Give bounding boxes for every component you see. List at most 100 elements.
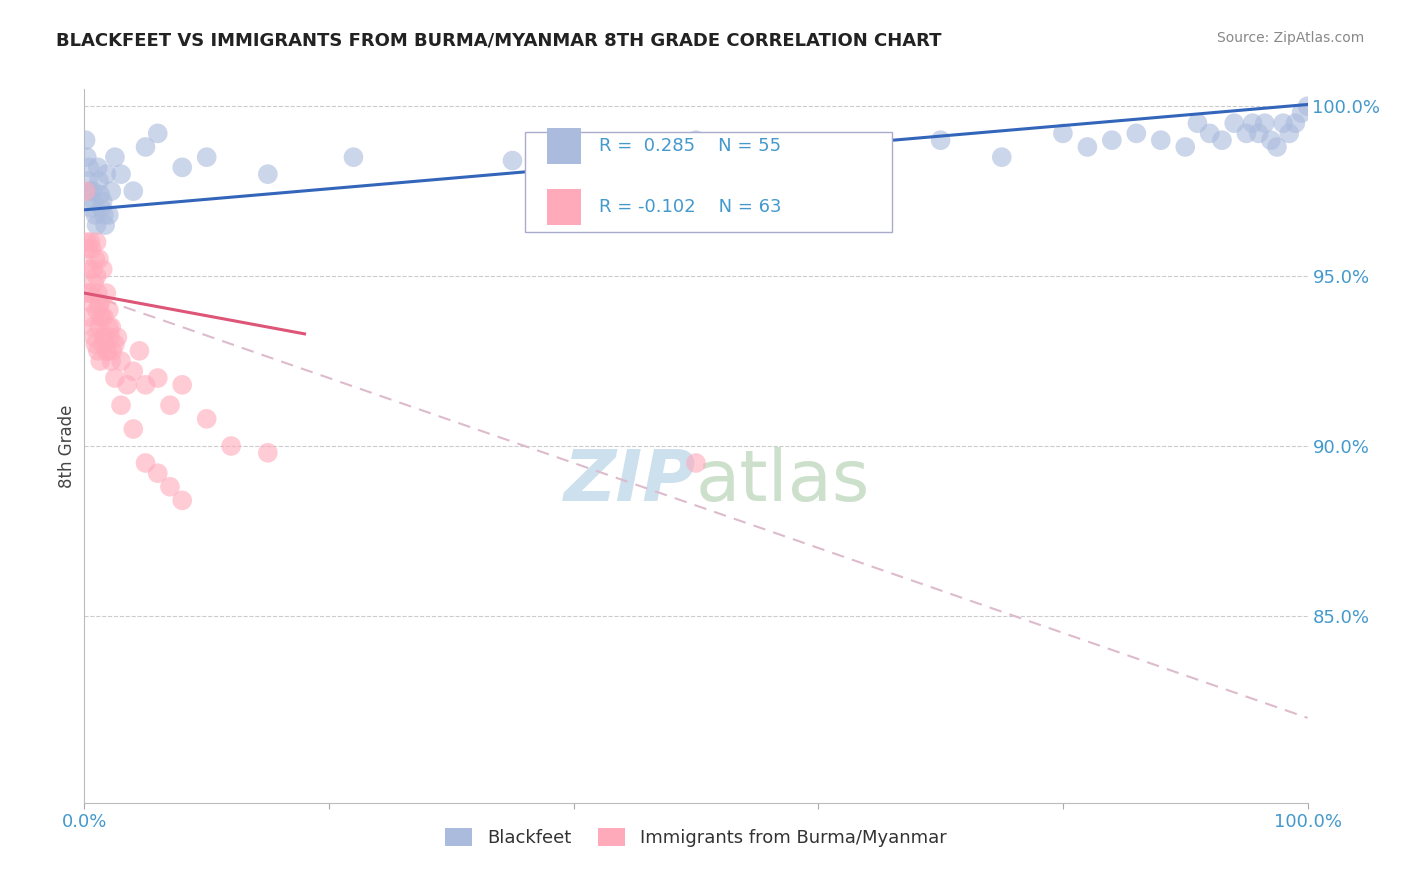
Point (75, 184, 97, 198)
Point (1223, 116, 1246, 130)
Point (77, 286, 100, 301)
Point (110, 398, 132, 412)
Point (1187, 116, 1209, 130)
Point (97, 303, 120, 318)
Point (1076, 140, 1098, 154)
Point (96, 167, 118, 181)
Point (685, 456, 707, 470)
Point (83, 276, 105, 290)
Text: atlas: atlas (696, 447, 870, 516)
Point (128, 343, 150, 358)
Point (1101, 133, 1123, 147)
Point (80, 296, 103, 310)
Point (89, 187, 111, 202)
Point (146, 371, 169, 385)
Point (1278, 127, 1301, 141)
Point (87, 320, 110, 334)
Point (91, 337, 114, 351)
Point (219, 439, 242, 453)
Point (1236, 127, 1258, 141)
Point (1150, 133, 1173, 147)
Point (94, 218, 117, 232)
Point (502, 153, 524, 168)
Point (122, 184, 145, 198)
Point (1265, 140, 1288, 154)
Point (84, 337, 107, 351)
Point (100, 320, 122, 334)
Point (84, 208, 107, 222)
Point (135, 140, 157, 154)
Point (90, 201, 112, 215)
Point (76, 235, 98, 249)
Point (83, 194, 105, 209)
FancyBboxPatch shape (547, 189, 581, 225)
Point (96, 343, 118, 358)
Point (1254, 116, 1277, 130)
Point (110, 167, 132, 181)
Point (84, 252, 107, 266)
Point (77, 242, 100, 256)
Point (159, 480, 181, 494)
Point (342, 150, 364, 164)
Point (1198, 127, 1220, 141)
Point (172, 493, 194, 508)
Point (75, 133, 97, 147)
Point (94, 330, 117, 344)
Point (104, 371, 127, 385)
Point (91, 194, 114, 209)
Point (1052, 127, 1074, 141)
Point (172, 377, 194, 392)
Point (101, 343, 124, 358)
Point (87, 343, 110, 358)
Point (91, 262, 114, 277)
Point (87, 252, 110, 266)
Point (135, 377, 157, 392)
Point (122, 364, 145, 378)
Point (97, 320, 120, 334)
Point (82, 262, 104, 277)
Point (100, 184, 122, 198)
Point (1174, 140, 1197, 154)
Point (929, 133, 952, 147)
Point (90, 310, 112, 324)
Point (122, 422, 145, 436)
Point (79, 184, 101, 198)
Point (77, 174, 100, 188)
Point (100, 354, 122, 368)
Point (1241, 116, 1264, 130)
Point (86, 269, 108, 284)
Point (97, 208, 120, 222)
Point (96, 286, 118, 301)
Point (93, 310, 115, 324)
Point (135, 456, 157, 470)
Point (93, 330, 115, 344)
Point (89, 354, 111, 368)
Point (86, 235, 108, 249)
Point (76, 150, 98, 164)
Point (79, 235, 101, 249)
Point (86, 303, 108, 318)
Text: Source: ZipAtlas.com: Source: ZipAtlas.com (1216, 31, 1364, 45)
Point (1247, 127, 1270, 141)
Point (87, 174, 110, 188)
Point (105, 330, 128, 344)
Point (991, 150, 1014, 164)
Point (172, 161, 194, 175)
Point (89, 296, 111, 310)
Point (1291, 106, 1313, 120)
Point (195, 150, 218, 164)
Point (82, 184, 104, 198)
Point (146, 127, 169, 141)
Text: R = -0.102    N = 63: R = -0.102 N = 63 (599, 198, 782, 216)
Point (1211, 133, 1233, 147)
Point (685, 133, 707, 147)
Point (97, 343, 120, 358)
Point (77, 262, 100, 277)
Point (115, 377, 138, 392)
FancyBboxPatch shape (547, 128, 581, 164)
Text: BLACKFEET VS IMMIGRANTS FROM BURMA/MYANMAR 8TH GRADE CORRELATION CHART: BLACKFEET VS IMMIGRANTS FROM BURMA/MYANM… (56, 31, 942, 49)
Point (87, 296, 110, 310)
Point (1284, 116, 1306, 130)
Point (104, 337, 127, 351)
Point (87, 286, 110, 301)
